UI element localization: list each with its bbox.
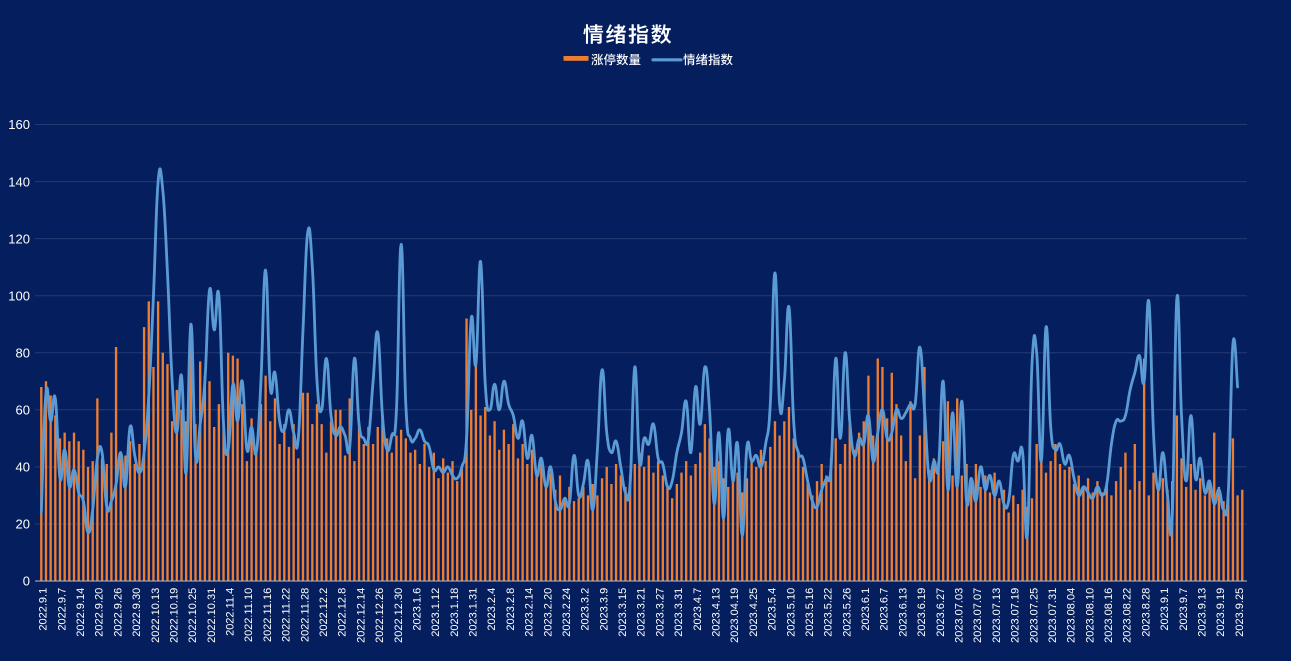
svg-text:2023.07.25: 2023.07.25 (1028, 588, 1040, 643)
svg-text:2023.6.7: 2023.6.7 (879, 588, 891, 631)
svg-text:2023.08.10: 2023.08.10 (1084, 588, 1096, 643)
svg-text:2023.5.16: 2023.5.16 (804, 588, 816, 637)
svg-text:2023.5.4: 2023.5.4 (767, 588, 779, 631)
svg-text:2023.08.16: 2023.08.16 (1103, 588, 1115, 643)
svg-text:2023.08.04: 2023.08.04 (1066, 588, 1078, 643)
svg-text:2022.10.13: 2022.10.13 (150, 588, 162, 643)
svg-text:2022.9.20: 2022.9.20 (94, 588, 106, 637)
svg-text:2022.9.14: 2022.9.14 (75, 588, 87, 637)
svg-text:2022.11.28: 2022.11.28 (299, 588, 311, 642)
svg-text:2022.12.14: 2022.12.14 (355, 588, 367, 643)
svg-text:2022.12.26: 2022.12.26 (374, 588, 386, 643)
svg-text:2022.11.10: 2022.11.10 (243, 588, 255, 642)
svg-text:0: 0 (23, 574, 30, 589)
svg-text:2022.11.16: 2022.11.16 (262, 588, 274, 642)
svg-text:2023.9.13: 2023.9.13 (1197, 588, 1209, 637)
svg-text:2022.12.2: 2022.12.2 (318, 588, 330, 637)
svg-text:2023.5.26: 2023.5.26 (841, 588, 853, 637)
svg-text:2023.2.8: 2023.2.8 (505, 588, 517, 631)
svg-text:80: 80 (16, 346, 30, 361)
svg-text:2023.9.7: 2023.9.7 (1178, 588, 1190, 631)
svg-text:2023.9.25: 2023.9.25 (1234, 588, 1246, 637)
svg-text:2023.8.28: 2023.8.28 (1140, 588, 1152, 637)
svg-text:2022.9.1: 2022.9.1 (38, 588, 50, 631)
svg-text:2023.07.31: 2023.07.31 (1047, 588, 1059, 643)
svg-text:2023.6.1: 2023.6.1 (860, 588, 872, 631)
svg-text:2023.1.18: 2023.1.18 (449, 588, 461, 637)
svg-text:2023.07.13: 2023.07.13 (991, 588, 1003, 643)
svg-text:2023.07.19: 2023.07.19 (1010, 588, 1022, 643)
svg-text:2023.08.22: 2023.08.22 (1122, 588, 1134, 643)
svg-text:2022.10.19: 2022.10.19 (168, 588, 180, 643)
svg-text:160: 160 (8, 117, 30, 132)
svg-text:20: 20 (16, 517, 30, 532)
svg-text:2023.3.9: 2023.3.9 (598, 588, 610, 631)
svg-text:2023.9.1: 2023.9.1 (1159, 588, 1171, 631)
svg-text:2023.1.6: 2023.1.6 (411, 588, 423, 631)
svg-text:2022.12.8: 2022.12.8 (337, 588, 349, 637)
svg-text:2023.04.19: 2023.04.19 (729, 588, 741, 643)
svg-text:2023.2.14: 2023.2.14 (524, 588, 536, 637)
svg-text:2023.07.07: 2023.07.07 (972, 588, 984, 643)
svg-text:2023.4.13: 2023.4.13 (711, 588, 723, 637)
svg-text:2023.3.21: 2023.3.21 (636, 588, 648, 637)
svg-text:2023.1.12: 2023.1.12 (430, 588, 442, 637)
svg-text:2023.6.13: 2023.6.13 (897, 588, 909, 637)
svg-text:100: 100 (8, 288, 30, 303)
svg-text:2022.10.31: 2022.10.31 (206, 588, 218, 643)
svg-text:2023.5.22: 2023.5.22 (823, 588, 835, 637)
svg-text:2023.3.27: 2023.3.27 (654, 588, 666, 637)
svg-text:40: 40 (16, 460, 30, 475)
svg-text:2023.2.20: 2023.2.20 (542, 588, 554, 637)
svg-text:2023.4.25: 2023.4.25 (748, 588, 760, 637)
svg-text:2023.3.15: 2023.3.15 (617, 588, 629, 637)
svg-text:2023.9.19: 2023.9.19 (1215, 588, 1227, 637)
svg-text:2022.11.22: 2022.11.22 (281, 588, 293, 642)
svg-text:2023.07.03: 2023.07.03 (954, 588, 966, 643)
svg-text:2023.3.31: 2023.3.31 (673, 588, 685, 637)
svg-text:2022.9.7: 2022.9.7 (56, 588, 68, 631)
svg-text:2023.6.19: 2023.6.19 (916, 588, 928, 637)
svg-text:2023.2.24: 2023.2.24 (561, 588, 573, 637)
svg-text:120: 120 (8, 231, 30, 246)
svg-text:2022.9.30: 2022.9.30 (131, 588, 143, 637)
svg-text:2022.12.30: 2022.12.30 (393, 588, 405, 643)
svg-text:60: 60 (16, 403, 30, 418)
svg-text:2022.10.25: 2022.10.25 (187, 588, 199, 643)
svg-text:2023.4.7: 2023.4.7 (692, 588, 704, 631)
svg-text:2023.6.27: 2023.6.27 (935, 588, 947, 637)
svg-text:140: 140 (8, 174, 30, 189)
svg-text:2023.1.31: 2023.1.31 (468, 588, 480, 637)
svg-text:2023.5.10: 2023.5.10 (785, 588, 797, 637)
svg-text:2022.11.4: 2022.11.4 (225, 588, 237, 636)
svg-text:2022.9.26: 2022.9.26 (112, 588, 124, 637)
svg-text:2023.2.4: 2023.2.4 (486, 588, 498, 631)
svg-text:2023.3.2: 2023.3.2 (580, 588, 592, 631)
